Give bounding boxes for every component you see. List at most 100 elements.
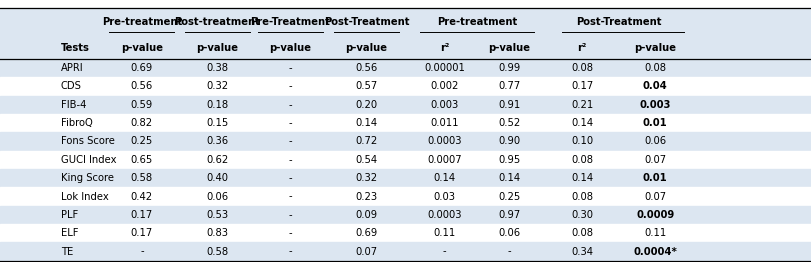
Text: 0.00001: 0.00001 [424, 63, 465, 73]
Text: 0.0003: 0.0003 [427, 137, 461, 146]
Text: 0.58: 0.58 [206, 247, 229, 256]
Text: p-value: p-value [634, 43, 676, 53]
Text: -: - [289, 228, 292, 238]
Text: 0.54: 0.54 [355, 155, 378, 165]
Text: TE: TE [61, 247, 73, 256]
Text: 0.04: 0.04 [643, 81, 667, 91]
Text: 0.72: 0.72 [355, 137, 378, 146]
Text: 0.06: 0.06 [644, 137, 667, 146]
Text: 0.77: 0.77 [498, 81, 521, 91]
Text: 0.10: 0.10 [571, 137, 594, 146]
Text: 0.08: 0.08 [571, 228, 594, 238]
Text: 0.52: 0.52 [498, 118, 521, 128]
Text: 0.08: 0.08 [571, 192, 594, 201]
Text: p-value: p-value [488, 43, 530, 53]
Text: -: - [140, 247, 144, 256]
Text: 0.14: 0.14 [498, 173, 521, 183]
Text: FIB-4: FIB-4 [61, 100, 86, 110]
Text: 0.90: 0.90 [498, 137, 521, 146]
Text: 0.14: 0.14 [433, 173, 456, 183]
Text: King Score: King Score [61, 173, 114, 183]
Bar [0, 77, 811, 96]
Text: 0.30: 0.30 [571, 210, 594, 220]
Text: Pre-Treatment: Pre-Treatment [251, 17, 330, 27]
Text: 0.57: 0.57 [355, 81, 378, 91]
Text: 0.17: 0.17 [131, 210, 153, 220]
Text: -: - [289, 81, 292, 91]
Text: 0.58: 0.58 [131, 173, 153, 183]
Text: 0.21: 0.21 [571, 100, 594, 110]
Text: 0.83: 0.83 [206, 228, 229, 238]
Text: p-value: p-value [121, 43, 163, 53]
Text: -: - [443, 247, 446, 256]
Text: Post-Treatment: Post-Treatment [324, 17, 410, 27]
Text: 0.53: 0.53 [206, 210, 229, 220]
Text: Tests: Tests [61, 43, 90, 53]
Text: -: - [289, 173, 292, 183]
Text: r²: r² [577, 43, 587, 53]
Text: 0.59: 0.59 [131, 100, 153, 110]
Bar [0, 59, 811, 77]
Text: 0.08: 0.08 [571, 155, 594, 165]
Bar [0, 187, 811, 206]
Text: 0.01: 0.01 [643, 173, 667, 183]
Text: 0.56: 0.56 [355, 63, 378, 73]
Text: -: - [289, 63, 292, 73]
Text: 0.17: 0.17 [571, 81, 594, 91]
Text: PLF: PLF [61, 210, 78, 220]
Text: 0.06: 0.06 [206, 192, 229, 201]
Text: Pre-treatment: Pre-treatment [102, 17, 182, 27]
Text: 0.0007: 0.0007 [427, 155, 461, 165]
Text: 0.25: 0.25 [131, 137, 153, 146]
Text: 0.011: 0.011 [430, 118, 459, 128]
Text: 0.09: 0.09 [355, 210, 378, 220]
Text: Fons Score: Fons Score [61, 137, 114, 146]
Bar [0, 242, 811, 261]
Text: -: - [289, 192, 292, 201]
Text: 0.32: 0.32 [355, 173, 378, 183]
Text: 0.06: 0.06 [498, 228, 521, 238]
Text: -: - [289, 210, 292, 220]
Bar [0, 132, 811, 151]
Text: 0.03: 0.03 [433, 192, 456, 201]
Text: 0.002: 0.002 [431, 81, 458, 91]
Text: Post-Treatment: Post-Treatment [576, 17, 662, 27]
Text: 0.14: 0.14 [571, 118, 594, 128]
Text: 0.82: 0.82 [131, 118, 153, 128]
Text: 0.11: 0.11 [644, 228, 667, 238]
Text: -: - [289, 155, 292, 165]
Text: 0.56: 0.56 [131, 81, 153, 91]
Text: Post-treatment: Post-treatment [174, 17, 260, 27]
Text: p-value: p-value [269, 43, 311, 53]
Text: 0.07: 0.07 [644, 192, 667, 201]
Text: 0.69: 0.69 [355, 228, 378, 238]
Text: ELF: ELF [61, 228, 79, 238]
Text: p-value: p-value [196, 43, 238, 53]
Text: GUCI Index: GUCI Index [61, 155, 116, 165]
Text: -: - [289, 118, 292, 128]
Text: 0.95: 0.95 [498, 155, 521, 165]
Bar [0, 169, 811, 187]
Text: 0.42: 0.42 [131, 192, 153, 201]
Text: 0.07: 0.07 [644, 155, 667, 165]
Text: 0.07: 0.07 [355, 247, 378, 256]
Text: 0.69: 0.69 [131, 63, 153, 73]
Text: 0.003: 0.003 [431, 100, 458, 110]
Text: -: - [289, 247, 292, 256]
Text: 0.0009: 0.0009 [636, 210, 675, 220]
Text: Lok Index: Lok Index [61, 192, 109, 201]
Bar [0, 151, 811, 169]
Text: 0.40: 0.40 [206, 173, 229, 183]
Text: Pre-treatment: Pre-treatment [437, 17, 517, 27]
Text: 0.0003: 0.0003 [427, 210, 461, 220]
Text: 0.38: 0.38 [206, 63, 229, 73]
Text: -: - [289, 137, 292, 146]
Text: 0.17: 0.17 [131, 228, 153, 238]
Text: 0.97: 0.97 [498, 210, 521, 220]
Text: -: - [289, 100, 292, 110]
Text: 0.01: 0.01 [643, 118, 667, 128]
Text: APRI: APRI [61, 63, 84, 73]
Text: p-value: p-value [345, 43, 388, 53]
Text: 0.003: 0.003 [640, 100, 671, 110]
Text: 0.14: 0.14 [355, 118, 378, 128]
